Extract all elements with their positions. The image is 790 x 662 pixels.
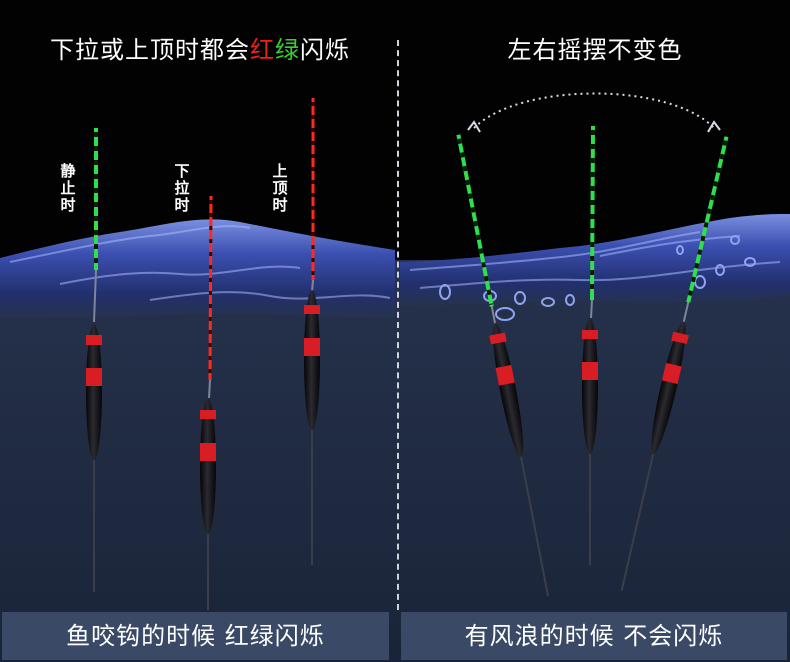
float-still [86, 128, 102, 592]
float-push-up [304, 98, 320, 565]
float-sway-center [582, 125, 598, 565]
left-title-suffix: 闪烁 [300, 36, 350, 64]
float-pull-down [200, 195, 216, 610]
splash-drops [439, 235, 756, 321]
left-title: 下拉或上顶时都会红绿闪烁 [0, 30, 400, 64]
label-push-up: 上顶时 [272, 162, 288, 214]
right-title: 左右摇摆不变色 [507, 36, 683, 64]
right-caption: 有风浪的时候 不会闪烁 [401, 612, 787, 660]
panel-divider [397, 40, 399, 610]
water-surface-left [0, 219, 395, 318]
float-sway-right [620, 136, 729, 591]
left-title-green: 绿 [275, 36, 300, 64]
left-title-red: 红 [250, 36, 275, 64]
swing-arc [473, 92, 715, 129]
left-title-prefix: 下拉或上顶时都会 [50, 36, 250, 64]
label-pull-down: 下拉时 [174, 162, 190, 214]
water-surface-right [400, 214, 790, 306]
deep-water [0, 260, 790, 662]
label-still: 静止时 [60, 162, 76, 214]
left-caption: 鱼咬钩的时候 红绿闪烁 [2, 612, 389, 660]
float-sway-left [456, 134, 550, 597]
